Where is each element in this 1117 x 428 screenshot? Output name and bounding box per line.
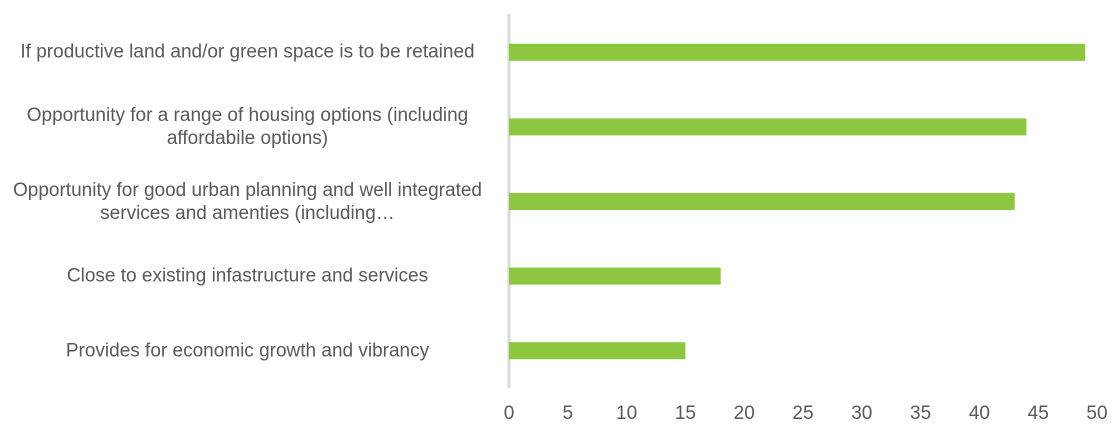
x-tick-label: 0 bbox=[504, 403, 515, 424]
x-tick-label: 5 bbox=[563, 403, 574, 424]
x-tick-label: 35 bbox=[910, 403, 931, 424]
bar bbox=[509, 267, 721, 285]
x-tick-label: 40 bbox=[969, 403, 990, 424]
x-tick-label: 25 bbox=[792, 403, 813, 424]
bar bbox=[509, 118, 1027, 136]
bar bbox=[509, 342, 686, 360]
x-tick-label: 45 bbox=[1028, 403, 1049, 424]
category-label: Opportunity for a range of housing optio… bbox=[26, 104, 469, 149]
x-tick-label: 20 bbox=[734, 403, 755, 424]
bar bbox=[509, 43, 1086, 61]
x-tick-label: 15 bbox=[675, 403, 696, 424]
category-label: If productive land and/or green space is… bbox=[20, 41, 475, 63]
bar bbox=[509, 193, 1015, 210]
category-label: Close to existing infastructure and serv… bbox=[66, 265, 429, 287]
x-tick-label: 50 bbox=[1086, 403, 1107, 424]
x-tick-label: 30 bbox=[851, 403, 872, 424]
category-label: Opportunity for good urban planning and … bbox=[13, 179, 482, 224]
x-tick-label: 10 bbox=[616, 403, 637, 424]
category-label: Provides for economic growth and vibranc… bbox=[65, 340, 430, 362]
